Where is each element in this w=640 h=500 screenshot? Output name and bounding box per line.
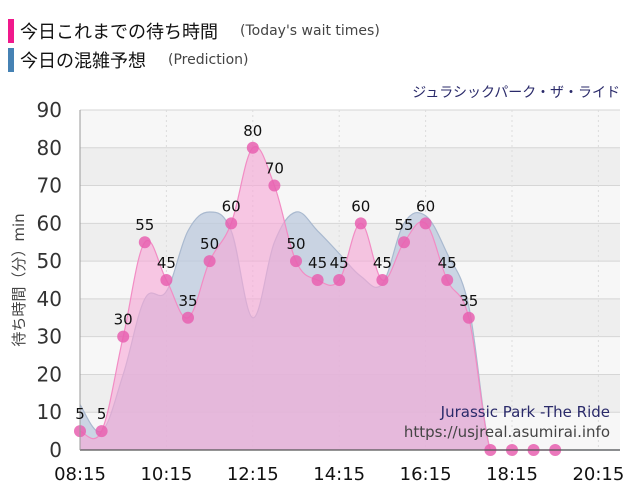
today-point	[138, 236, 151, 249]
y-tick-label: 40	[37, 287, 62, 311]
today-area	[80, 146, 556, 450]
axis-lines	[79, 110, 620, 451]
y-tick-label: 70	[37, 174, 62, 198]
data-label: 55	[394, 216, 413, 234]
today-point	[376, 274, 389, 286]
today-point	[290, 255, 302, 268]
today-point	[311, 274, 324, 286]
data-label: 45	[438, 254, 457, 272]
y-tick-label: 80	[37, 136, 62, 160]
today-point	[182, 311, 194, 324]
data-label: 60	[351, 197, 370, 215]
y-tick-label: 60	[37, 211, 62, 235]
y-tick-label: 50	[37, 249, 62, 273]
today-point	[441, 274, 454, 286]
data-label: 60	[222, 197, 241, 215]
data-label: 30	[114, 311, 133, 329]
data-label: 5	[97, 405, 107, 423]
x-tick-label: 12:15	[227, 464, 279, 485]
ride-name: ジュラシックパーク・ザ・ライド	[412, 85, 620, 101]
data-label: 35	[459, 292, 478, 310]
x-tick-label: 20:15	[572, 464, 624, 485]
today-point	[419, 217, 432, 230]
data-label: 35	[178, 292, 197, 310]
legend-item-prediction: 今日の混雑予想 (Prediction)	[8, 47, 248, 73]
data-label: 55	[135, 216, 154, 234]
x-tick-label: 14:15	[313, 464, 365, 485]
today-point	[354, 217, 367, 230]
data-label: 45	[373, 254, 392, 272]
data-label: 45	[157, 254, 176, 272]
x-tick-label: 08:15	[54, 464, 106, 485]
legend-label-today: 今日これまでの待ち時間	[20, 22, 218, 43]
x-axis-ticks: 08:15 10:15 12:15 14:15 16:15 18:15 20:15	[54, 464, 624, 485]
plot-band	[80, 147, 620, 186]
today-point	[225, 217, 238, 230]
data-label: 5	[75, 405, 85, 423]
watermark-title: Jurassic Park -The Ride	[440, 403, 610, 421]
today-point	[462, 311, 475, 324]
today-series	[74, 141, 562, 456]
y-tick-label: 30	[37, 325, 62, 349]
legend-sublabel-today: (Today's wait times)	[240, 23, 380, 39]
data-label: 80	[243, 122, 262, 140]
today-point	[95, 425, 108, 438]
data-label: 50	[200, 235, 219, 253]
legend-label-prediction: 今日の混雑予想	[20, 51, 146, 72]
data-label: 50	[286, 235, 305, 253]
legend-sublabel-prediction: (Prediction)	[168, 52, 249, 68]
data-label: 45	[308, 254, 327, 272]
data-label: 45	[330, 254, 349, 272]
today-point	[268, 179, 281, 192]
legend-item-today: 今日これまでの待ち時間 (Today's wait times)	[8, 18, 380, 44]
y-axis-ticks: 0 10 20 30 40 50 60 70 80 90	[37, 98, 62, 462]
data-label: 70	[265, 160, 284, 178]
today-point	[398, 236, 410, 249]
y-tick-label: 10	[37, 400, 62, 424]
today-point	[117, 330, 130, 343]
x-tick-label: 18:15	[486, 464, 538, 485]
today-point	[246, 141, 259, 154]
y-tick-label: 20	[37, 362, 62, 386]
x-tick-label: 10:15	[140, 464, 192, 485]
today-point	[160, 274, 173, 286]
watermark-url: https://usjreal.asumirai.info	[404, 423, 610, 441]
data-label: 60	[416, 197, 435, 215]
legend-swatch-today	[8, 19, 14, 43]
today-point	[203, 255, 216, 268]
y-axis-label: 待ち時間（分）min	[10, 213, 28, 346]
today-point	[333, 274, 346, 286]
x-tick-label: 16:15	[400, 464, 452, 485]
legend-swatch-prediction	[8, 48, 14, 72]
y-tick-label: 90	[37, 98, 62, 122]
y-tick-label: 0	[49, 438, 62, 462]
